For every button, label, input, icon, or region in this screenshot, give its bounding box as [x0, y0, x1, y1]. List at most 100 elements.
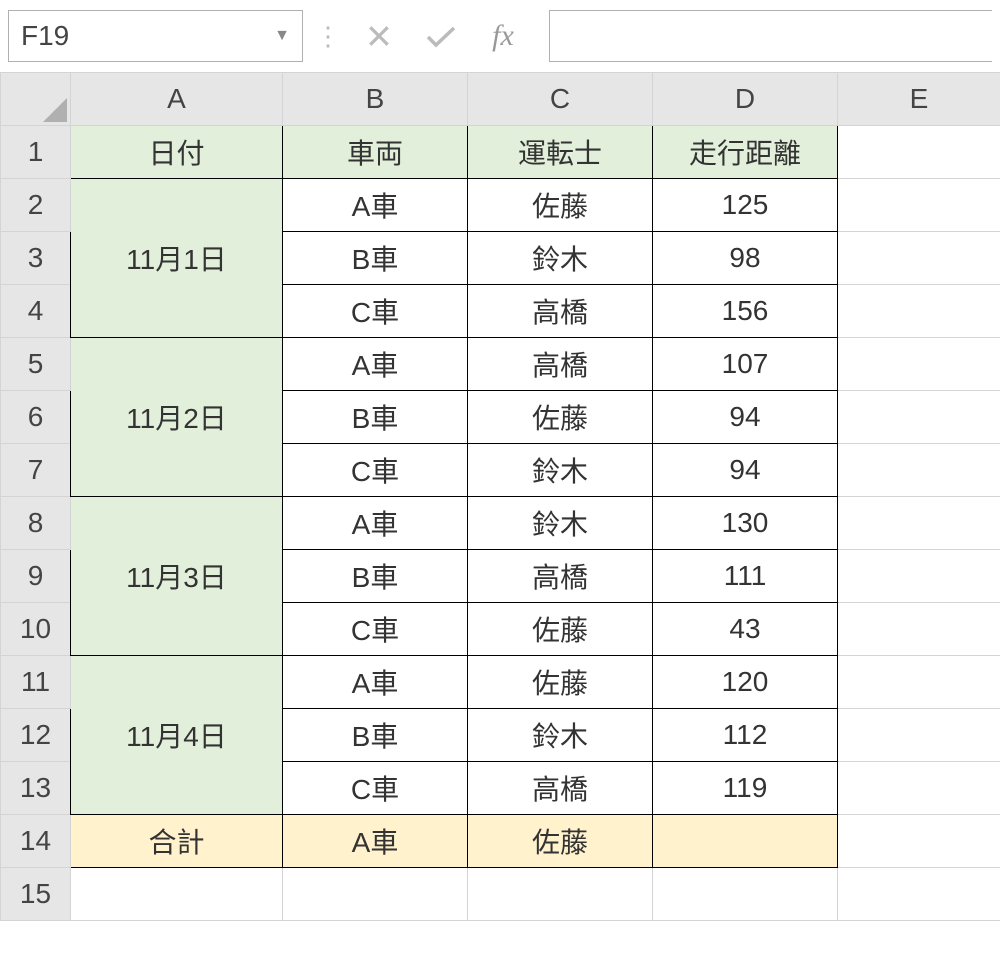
- cell[interactable]: A車: [283, 179, 468, 232]
- cell[interactable]: 156: [653, 285, 838, 338]
- row-head[interactable]: 9: [1, 550, 71, 603]
- row-head[interactable]: 6: [1, 391, 71, 444]
- cell[interactable]: 走行距離: [653, 126, 838, 179]
- row-head[interactable]: 3: [1, 232, 71, 285]
- cell[interactable]: [838, 656, 1000, 709]
- cell[interactable]: [838, 603, 1000, 656]
- cell[interactable]: [838, 762, 1000, 815]
- col-head-D[interactable]: D: [653, 73, 838, 126]
- cell[interactable]: 佐藤: [468, 815, 653, 868]
- cell-total-label[interactable]: 合計: [71, 815, 283, 868]
- cell[interactable]: [838, 285, 1000, 338]
- cell[interactable]: 130: [653, 497, 838, 550]
- cell[interactable]: A車: [283, 497, 468, 550]
- fx-icon[interactable]: fx: [477, 10, 529, 62]
- row-head[interactable]: 7: [1, 444, 71, 497]
- spreadsheet-grid[interactable]: A B C D E 1 日付 車両 運転士 走行距離 2 11月1日 A車 佐藤…: [0, 72, 1000, 921]
- row-head[interactable]: 8: [1, 497, 71, 550]
- cell[interactable]: [838, 709, 1000, 762]
- row-head[interactable]: 11: [1, 656, 71, 709]
- cell[interactable]: 運転士: [468, 126, 653, 179]
- cell[interactable]: A車: [283, 656, 468, 709]
- cell[interactable]: [838, 497, 1000, 550]
- cell[interactable]: [838, 126, 1000, 179]
- cell[interactable]: 高橋: [468, 550, 653, 603]
- cancel-icon[interactable]: [353, 10, 405, 62]
- cell[interactable]: 佐藤: [468, 603, 653, 656]
- row-head[interactable]: 10: [1, 603, 71, 656]
- cell[interactable]: 111: [653, 550, 838, 603]
- formula-bar: F19 ▼ ⋮ fx: [0, 0, 1000, 72]
- enter-icon[interactable]: [415, 10, 467, 62]
- cell[interactable]: [283, 868, 468, 921]
- cell[interactable]: 高橋: [468, 338, 653, 391]
- cell[interactable]: [838, 338, 1000, 391]
- cell[interactable]: 94: [653, 391, 838, 444]
- cell[interactable]: 鈴木: [468, 497, 653, 550]
- cell[interactable]: 高橋: [468, 762, 653, 815]
- cell[interactable]: [838, 868, 1000, 921]
- cell[interactable]: [838, 391, 1000, 444]
- cell[interactable]: 佐藤: [468, 656, 653, 709]
- cell[interactable]: C車: [283, 762, 468, 815]
- row-head[interactable]: 14: [1, 815, 71, 868]
- name-box-value: F19: [21, 20, 69, 52]
- cell[interactable]: B車: [283, 709, 468, 762]
- cell[interactable]: [838, 444, 1000, 497]
- row-head[interactable]: 4: [1, 285, 71, 338]
- cell[interactable]: 112: [653, 709, 838, 762]
- cell-date[interactable]: 11月2日: [71, 338, 283, 497]
- col-head-A[interactable]: A: [71, 73, 283, 126]
- cell[interactable]: 98: [653, 232, 838, 285]
- drag-handle-icon[interactable]: ⋮: [313, 32, 343, 40]
- row-head[interactable]: 2: [1, 179, 71, 232]
- cell[interactable]: [838, 815, 1000, 868]
- row-head[interactable]: 15: [1, 868, 71, 921]
- cell[interactable]: B車: [283, 550, 468, 603]
- row-head[interactable]: 12: [1, 709, 71, 762]
- cell[interactable]: 43: [653, 603, 838, 656]
- cell[interactable]: 鈴木: [468, 709, 653, 762]
- cell[interactable]: B車: [283, 232, 468, 285]
- cell[interactable]: C車: [283, 444, 468, 497]
- select-all-corner[interactable]: [1, 73, 71, 126]
- cell-date[interactable]: 11月1日: [71, 179, 283, 338]
- cell[interactable]: B車: [283, 391, 468, 444]
- name-box[interactable]: F19 ▼: [8, 10, 303, 62]
- cell[interactable]: A車: [283, 338, 468, 391]
- cell[interactable]: C車: [283, 285, 468, 338]
- cell[interactable]: [838, 179, 1000, 232]
- cell-date[interactable]: 11月4日: [71, 656, 283, 815]
- cell[interactable]: [653, 815, 838, 868]
- cell[interactable]: [653, 868, 838, 921]
- cell[interactable]: 車両: [283, 126, 468, 179]
- formula-input[interactable]: [549, 10, 992, 62]
- cell-date[interactable]: 11月3日: [71, 497, 283, 656]
- col-head-B[interactable]: B: [283, 73, 468, 126]
- cell[interactable]: [71, 868, 283, 921]
- col-head-C[interactable]: C: [468, 73, 653, 126]
- cell[interactable]: [468, 868, 653, 921]
- chevron-down-icon[interactable]: ▼: [274, 27, 290, 45]
- row-head[interactable]: 1: [1, 126, 71, 179]
- cell[interactable]: 鈴木: [468, 232, 653, 285]
- cell[interactable]: 125: [653, 179, 838, 232]
- cell[interactable]: 107: [653, 338, 838, 391]
- cell[interactable]: 佐藤: [468, 179, 653, 232]
- col-head-E[interactable]: E: [838, 73, 1000, 126]
- cell[interactable]: 佐藤: [468, 391, 653, 444]
- cell[interactable]: 94: [653, 444, 838, 497]
- cell[interactable]: C車: [283, 603, 468, 656]
- cell[interactable]: A車: [283, 815, 468, 868]
- row-head[interactable]: 5: [1, 338, 71, 391]
- cell[interactable]: 日付: [71, 126, 283, 179]
- cell[interactable]: [838, 550, 1000, 603]
- column-header-row: A B C D E: [1, 73, 1000, 126]
- row-head[interactable]: 13: [1, 762, 71, 815]
- cell[interactable]: 119: [653, 762, 838, 815]
- cell[interactable]: [838, 232, 1000, 285]
- cell[interactable]: 120: [653, 656, 838, 709]
- cell[interactable]: 鈴木: [468, 444, 653, 497]
- cell[interactable]: 高橋: [468, 285, 653, 338]
- row-1: 1 日付 車両 運転士 走行距離: [1, 126, 1000, 179]
